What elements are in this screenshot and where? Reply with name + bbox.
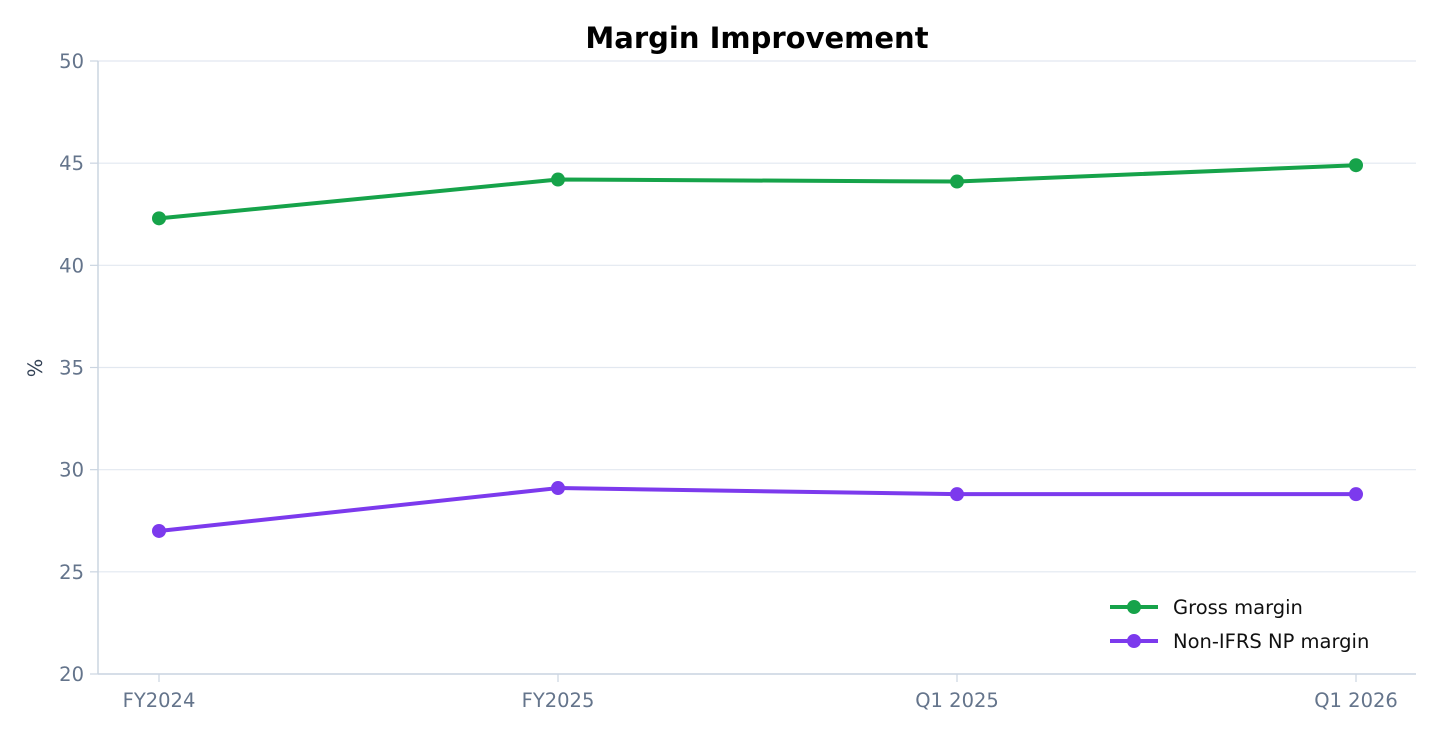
x-tick-label: Q1 2025 (915, 689, 999, 712)
legend-label: Non-IFRS NP margin (1173, 630, 1369, 653)
y-tick-label: 50 (59, 50, 84, 73)
x-tick-label: FY2024 (123, 689, 196, 712)
y-tick-label: 45 (59, 152, 84, 175)
legend: Gross margin Non-IFRS NP margin (1110, 596, 1369, 653)
data-point (1349, 158, 1363, 173)
legend-item: Gross margin (1110, 596, 1303, 619)
y-tick-label: 20 (59, 663, 84, 686)
data-point (551, 481, 565, 496)
data-point (950, 487, 964, 502)
data-point (152, 211, 166, 226)
legend-label: Gross margin (1173, 596, 1303, 619)
series-group (152, 481, 1363, 538)
series-line (157, 163, 1358, 221)
chart-title: Margin Improvement (585, 21, 928, 55)
y-tick-label: 25 (59, 561, 84, 584)
series-group (152, 158, 1363, 226)
tick-labels: 20 25 30 35 40 45 50 FY2024 FY2025 Q1 2025 Q1 2026 (59, 50, 1398, 712)
data-point (950, 174, 964, 189)
x-tick-label: Q1 2026 (1314, 689, 1398, 712)
x-tick-label: FY2025 (522, 689, 595, 712)
axes (90, 60, 1416, 682)
y-tick-label: 40 (59, 254, 84, 277)
legend-swatch-marker (1127, 634, 1141, 648)
y-tick-label: 30 (59, 459, 84, 482)
y-axis-label: % (24, 359, 47, 378)
legend-swatch-marker (1127, 600, 1141, 614)
data-point (551, 172, 565, 187)
series-lines (152, 158, 1363, 538)
y-tick-label: 35 (59, 357, 84, 380)
legend-item: Non-IFRS NP margin (1110, 630, 1369, 653)
data-point (1349, 487, 1363, 502)
series-line (157, 486, 1358, 533)
gridlines (98, 60, 1416, 675)
data-point (152, 523, 166, 538)
